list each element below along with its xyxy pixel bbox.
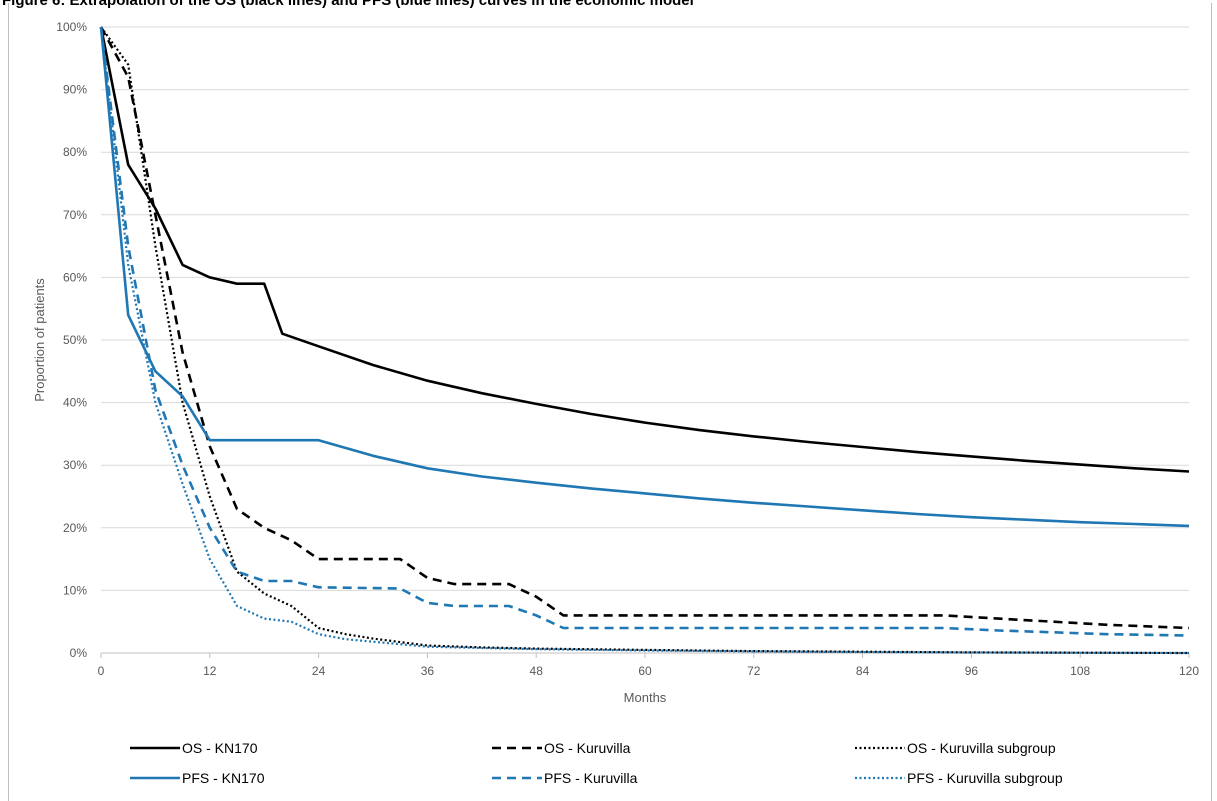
chart-frame	[8, 3, 1212, 801]
x-tick-label: 108	[1070, 664, 1090, 678]
series-line-3	[100, 26, 1190, 655]
legend-label: OS - KN170	[182, 740, 258, 756]
x-tick-label: 48	[530, 664, 544, 678]
y-tick-label: 60%	[63, 270, 87, 284]
series-lines	[99, 26, 1190, 655]
legend-label: OS - Kuruvilla subgroup	[907, 740, 1056, 756]
y-tick-label: 30%	[63, 458, 87, 472]
y-tick-label: 0%	[70, 646, 88, 660]
y-tick-label: 100%	[56, 20, 87, 34]
axes: 0% 10% 20% 30% 40% 50% 60% 70% 80% 90% 100% 0 12 24 36…	[56, 20, 1199, 678]
series-line-6	[99, 26, 1190, 655]
series-line-4	[99, 26, 1190, 528]
y-axis-title: Proportion of patients	[32, 278, 47, 402]
figure-title: Figure 6: Extrapolation of the OS (black…	[2, 0, 694, 9]
x-tick-label: 120	[1179, 664, 1199, 678]
y-tick-label: 80%	[63, 145, 87, 159]
x-axis-title: Months	[624, 690, 667, 705]
series-line-5	[99, 26, 1190, 637]
x-tick-label: 12	[203, 664, 217, 678]
series-line-2	[99, 26, 1190, 630]
x-tick-label: 84	[856, 664, 870, 678]
legend: OS - KN170 OS - Kuruvilla OS - Kuruvilla s…	[130, 740, 1063, 786]
legend-label: PFS - KN170	[182, 770, 265, 786]
legend-label: PFS - Kuruvilla subgroup	[907, 770, 1063, 786]
series-line-1	[99, 26, 1190, 473]
y-tick-label: 10%	[63, 583, 87, 597]
x-tick-label: 0	[98, 664, 105, 678]
y-tick-label: 50%	[63, 333, 87, 347]
x-tick-label: 60	[638, 664, 652, 678]
y-tick-label: 90%	[63, 83, 87, 97]
legend-label: PFS - Kuruvilla	[544, 770, 638, 786]
x-tick-label: 24	[312, 664, 326, 678]
y-tick-label: 40%	[63, 396, 87, 410]
x-tick-label: 96	[965, 664, 979, 678]
x-tick-label: 36	[421, 664, 435, 678]
y-tick-label: 20%	[63, 521, 87, 535]
y-tick-label: 70%	[63, 208, 87, 222]
gridlines	[101, 26, 1189, 591]
x-tick-label: 72	[747, 664, 761, 678]
legend-label: OS - Kuruvilla	[544, 740, 631, 756]
